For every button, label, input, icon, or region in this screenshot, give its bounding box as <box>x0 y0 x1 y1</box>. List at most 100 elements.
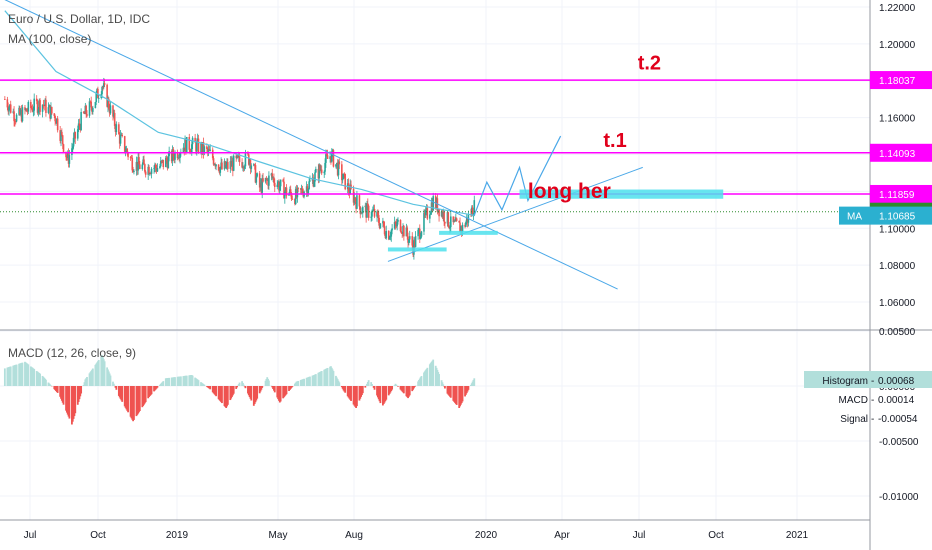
macd-title: MACD (12, 26, close, 9) <box>8 346 137 360</box>
macd-histogram-bar <box>455 386 458 405</box>
candle-body <box>26 111 29 113</box>
macd-histogram-bar <box>236 386 238 388</box>
candle-body <box>284 187 287 192</box>
macd-histogram-bar <box>197 380 200 386</box>
candle-body <box>220 162 222 167</box>
candle-body <box>236 155 238 159</box>
candle-body <box>223 161 226 170</box>
candle-body <box>399 219 402 232</box>
macd-histogram-bar <box>361 386 364 394</box>
candle-body <box>377 215 380 223</box>
macd-legend-sep: - <box>871 376 874 387</box>
macd-histogram-bar <box>115 386 118 390</box>
candle-body <box>390 230 393 237</box>
candle-body <box>348 191 351 195</box>
candle-body <box>19 107 21 115</box>
candle-body <box>379 223 382 228</box>
candle-body <box>442 211 445 218</box>
candle-body <box>217 164 220 171</box>
candle-body <box>338 161 341 165</box>
projection-line <box>473 135 562 216</box>
macd-histogram-bar <box>326 367 329 386</box>
candle-body <box>249 159 252 169</box>
candle-body <box>296 187 299 198</box>
time-tick-label: May <box>269 530 288 541</box>
candle-body <box>20 110 23 122</box>
candle-body <box>403 226 405 237</box>
macd-legend-name: MACD <box>839 395 868 406</box>
candle-body <box>306 186 309 194</box>
candle-body <box>25 108 28 112</box>
macd-histogram-bar <box>80 386 83 394</box>
candles-group <box>4 77 476 260</box>
candle-body <box>420 231 423 237</box>
candle-body <box>36 101 39 113</box>
candle-body <box>337 161 340 176</box>
candle-body <box>459 222 461 233</box>
candle-body <box>352 188 355 203</box>
macd-histogram-bar <box>103 361 106 386</box>
candle-body <box>329 156 331 159</box>
candle-body <box>382 221 385 227</box>
macd-histogram-bar <box>268 380 270 386</box>
candle-body <box>372 208 375 211</box>
macd-histogram-bar <box>442 384 445 386</box>
candle-body <box>8 107 10 112</box>
macd-histogram-bar <box>350 386 352 401</box>
candle-body <box>325 154 328 156</box>
candle-body <box>367 203 369 206</box>
candle-body <box>424 210 427 215</box>
macd-histogram-bar <box>426 367 429 386</box>
candle-body <box>208 149 211 151</box>
candle-body <box>159 166 161 169</box>
candle-body <box>190 151 192 153</box>
candle-body <box>225 165 227 168</box>
candle-body <box>377 211 379 216</box>
candle-body <box>395 224 398 227</box>
candle-body <box>102 83 105 88</box>
candle-body <box>190 144 193 153</box>
macd-histogram-bar <box>473 378 476 386</box>
candle-body <box>429 212 432 215</box>
candle-body <box>153 168 155 169</box>
time-tick-label: 2021 <box>786 530 809 541</box>
candle-body <box>449 227 451 229</box>
candle-body <box>355 201 357 209</box>
candle-body <box>295 188 298 198</box>
candle-body <box>209 149 212 151</box>
candle-body <box>143 159 145 165</box>
annotation-text: t.2 <box>638 53 661 75</box>
candle-body <box>242 166 244 168</box>
time-tick-label: 2020 <box>475 530 498 541</box>
candle-body <box>149 173 151 175</box>
candle-body <box>144 171 147 175</box>
candle-body <box>94 101 97 109</box>
candle-body <box>278 186 281 191</box>
candle-body <box>309 180 311 182</box>
candle-body <box>426 208 429 219</box>
macd-histogram-bar <box>91 368 94 386</box>
macd-histogram-bar <box>9 366 12 386</box>
candle-body <box>160 160 163 162</box>
candle-body <box>41 104 44 112</box>
candle-body <box>67 153 70 164</box>
candle-body <box>219 166 222 173</box>
time-tick-label: 2019 <box>166 530 189 541</box>
candle-body <box>299 188 302 190</box>
macd-histogram-bar <box>273 386 276 393</box>
candle-body <box>179 153 181 159</box>
candle-body <box>241 162 243 168</box>
candle-body <box>107 98 110 109</box>
macd-tick-label: 0.00500 <box>879 327 916 338</box>
candle-body <box>55 121 57 124</box>
candle-body <box>308 181 310 189</box>
price-tick-label: 1.16000 <box>879 114 916 125</box>
macd-histogram-bar <box>127 386 129 413</box>
candle-body <box>358 195 361 207</box>
macd-histogram-bar <box>185 375 188 386</box>
macd-histogram-bar <box>191 375 194 386</box>
candle-body <box>156 168 159 172</box>
candle-body <box>142 159 144 165</box>
candle-body <box>103 83 106 85</box>
